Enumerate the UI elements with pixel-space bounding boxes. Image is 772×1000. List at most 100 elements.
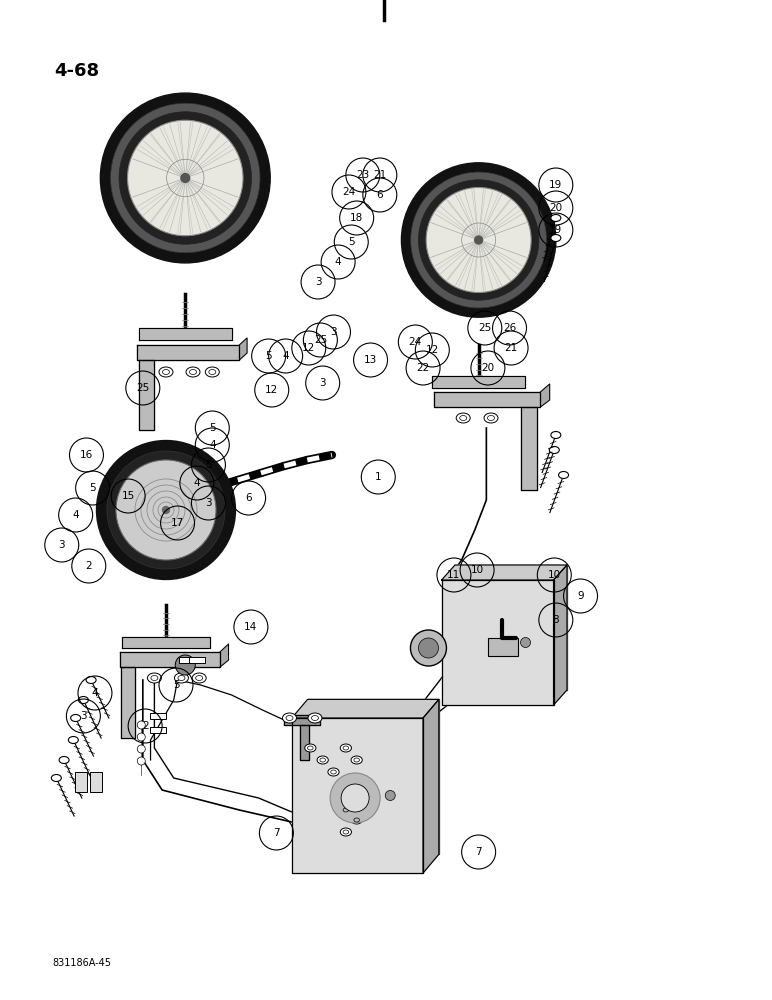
Text: 6: 6 — [377, 190, 383, 200]
Text: 13: 13 — [364, 355, 378, 365]
Text: 26: 26 — [503, 323, 516, 333]
Text: 11: 11 — [447, 570, 461, 580]
Circle shape — [107, 451, 225, 569]
Bar — [488, 638, 518, 656]
Circle shape — [175, 655, 195, 675]
Ellipse shape — [71, 714, 80, 722]
Text: 5: 5 — [205, 460, 212, 470]
Polygon shape — [137, 345, 239, 360]
Circle shape — [418, 180, 539, 300]
Text: 4: 4 — [335, 257, 341, 267]
Text: 4: 4 — [283, 351, 289, 361]
Text: 25: 25 — [478, 323, 492, 333]
Text: 25: 25 — [313, 335, 327, 345]
Text: 5: 5 — [90, 483, 96, 493]
Ellipse shape — [159, 367, 173, 377]
Polygon shape — [292, 699, 438, 718]
Circle shape — [162, 506, 170, 514]
Text: 19: 19 — [549, 180, 563, 190]
Text: 16: 16 — [80, 450, 93, 460]
Text: 14: 14 — [244, 622, 258, 632]
Polygon shape — [300, 725, 309, 760]
Text: 10: 10 — [470, 565, 484, 575]
Ellipse shape — [551, 432, 560, 438]
Bar — [189, 657, 205, 663]
Text: 2: 2 — [86, 561, 92, 571]
Text: 4: 4 — [73, 510, 79, 520]
Polygon shape — [442, 565, 567, 580]
Text: 20: 20 — [481, 363, 495, 373]
Text: 1: 1 — [375, 472, 381, 482]
Text: 4-68: 4-68 — [54, 62, 99, 80]
Bar — [151, 727, 166, 733]
Text: 21: 21 — [504, 343, 518, 353]
Circle shape — [330, 773, 380, 823]
Polygon shape — [434, 392, 540, 407]
Polygon shape — [220, 644, 229, 667]
Circle shape — [137, 721, 145, 729]
Circle shape — [137, 733, 145, 741]
Text: 17: 17 — [171, 518, 185, 528]
Text: 3: 3 — [315, 277, 321, 287]
Polygon shape — [284, 715, 320, 725]
Text: 3: 3 — [330, 327, 337, 337]
Ellipse shape — [86, 676, 96, 684]
Text: 10: 10 — [547, 570, 561, 580]
Polygon shape — [432, 376, 525, 388]
Circle shape — [341, 784, 369, 812]
Bar — [179, 657, 195, 663]
Text: 5: 5 — [266, 351, 272, 361]
Circle shape — [411, 172, 547, 308]
Polygon shape — [139, 360, 154, 430]
Text: 3: 3 — [205, 498, 212, 508]
Circle shape — [110, 103, 260, 253]
Ellipse shape — [52, 774, 61, 782]
Ellipse shape — [147, 673, 161, 683]
Ellipse shape — [351, 756, 362, 764]
Text: 25: 25 — [136, 383, 150, 393]
Ellipse shape — [551, 215, 560, 222]
Polygon shape — [423, 699, 438, 873]
Circle shape — [426, 188, 531, 292]
Text: 6: 6 — [245, 493, 252, 503]
Ellipse shape — [186, 367, 200, 377]
Polygon shape — [455, 565, 567, 690]
Circle shape — [119, 112, 252, 244]
Text: 8: 8 — [553, 615, 559, 625]
Text: 5: 5 — [173, 680, 179, 690]
Polygon shape — [122, 637, 210, 648]
Ellipse shape — [69, 736, 78, 744]
Circle shape — [127, 120, 243, 236]
Ellipse shape — [551, 234, 560, 241]
Text: 3: 3 — [320, 378, 326, 388]
Ellipse shape — [484, 413, 498, 423]
Circle shape — [116, 460, 216, 560]
Text: 18: 18 — [350, 213, 364, 223]
Ellipse shape — [328, 768, 339, 776]
Text: 12: 12 — [302, 343, 316, 353]
Ellipse shape — [305, 744, 316, 752]
Polygon shape — [292, 718, 423, 873]
Ellipse shape — [283, 713, 296, 723]
Text: 20: 20 — [549, 203, 563, 213]
Text: 19: 19 — [549, 225, 563, 235]
Ellipse shape — [559, 472, 568, 479]
Ellipse shape — [205, 367, 219, 377]
Circle shape — [411, 630, 446, 666]
Circle shape — [96, 441, 235, 579]
Circle shape — [180, 173, 191, 183]
Text: 3: 3 — [59, 540, 65, 550]
Text: 7: 7 — [273, 828, 279, 838]
Circle shape — [401, 163, 556, 317]
Circle shape — [418, 638, 438, 658]
Text: 3: 3 — [80, 711, 86, 721]
Ellipse shape — [192, 673, 206, 683]
Text: 9: 9 — [577, 591, 584, 601]
Polygon shape — [521, 407, 537, 490]
Polygon shape — [139, 328, 232, 340]
Ellipse shape — [340, 744, 351, 752]
Ellipse shape — [174, 673, 188, 683]
Polygon shape — [121, 667, 135, 738]
Ellipse shape — [340, 828, 351, 836]
Ellipse shape — [308, 713, 322, 723]
